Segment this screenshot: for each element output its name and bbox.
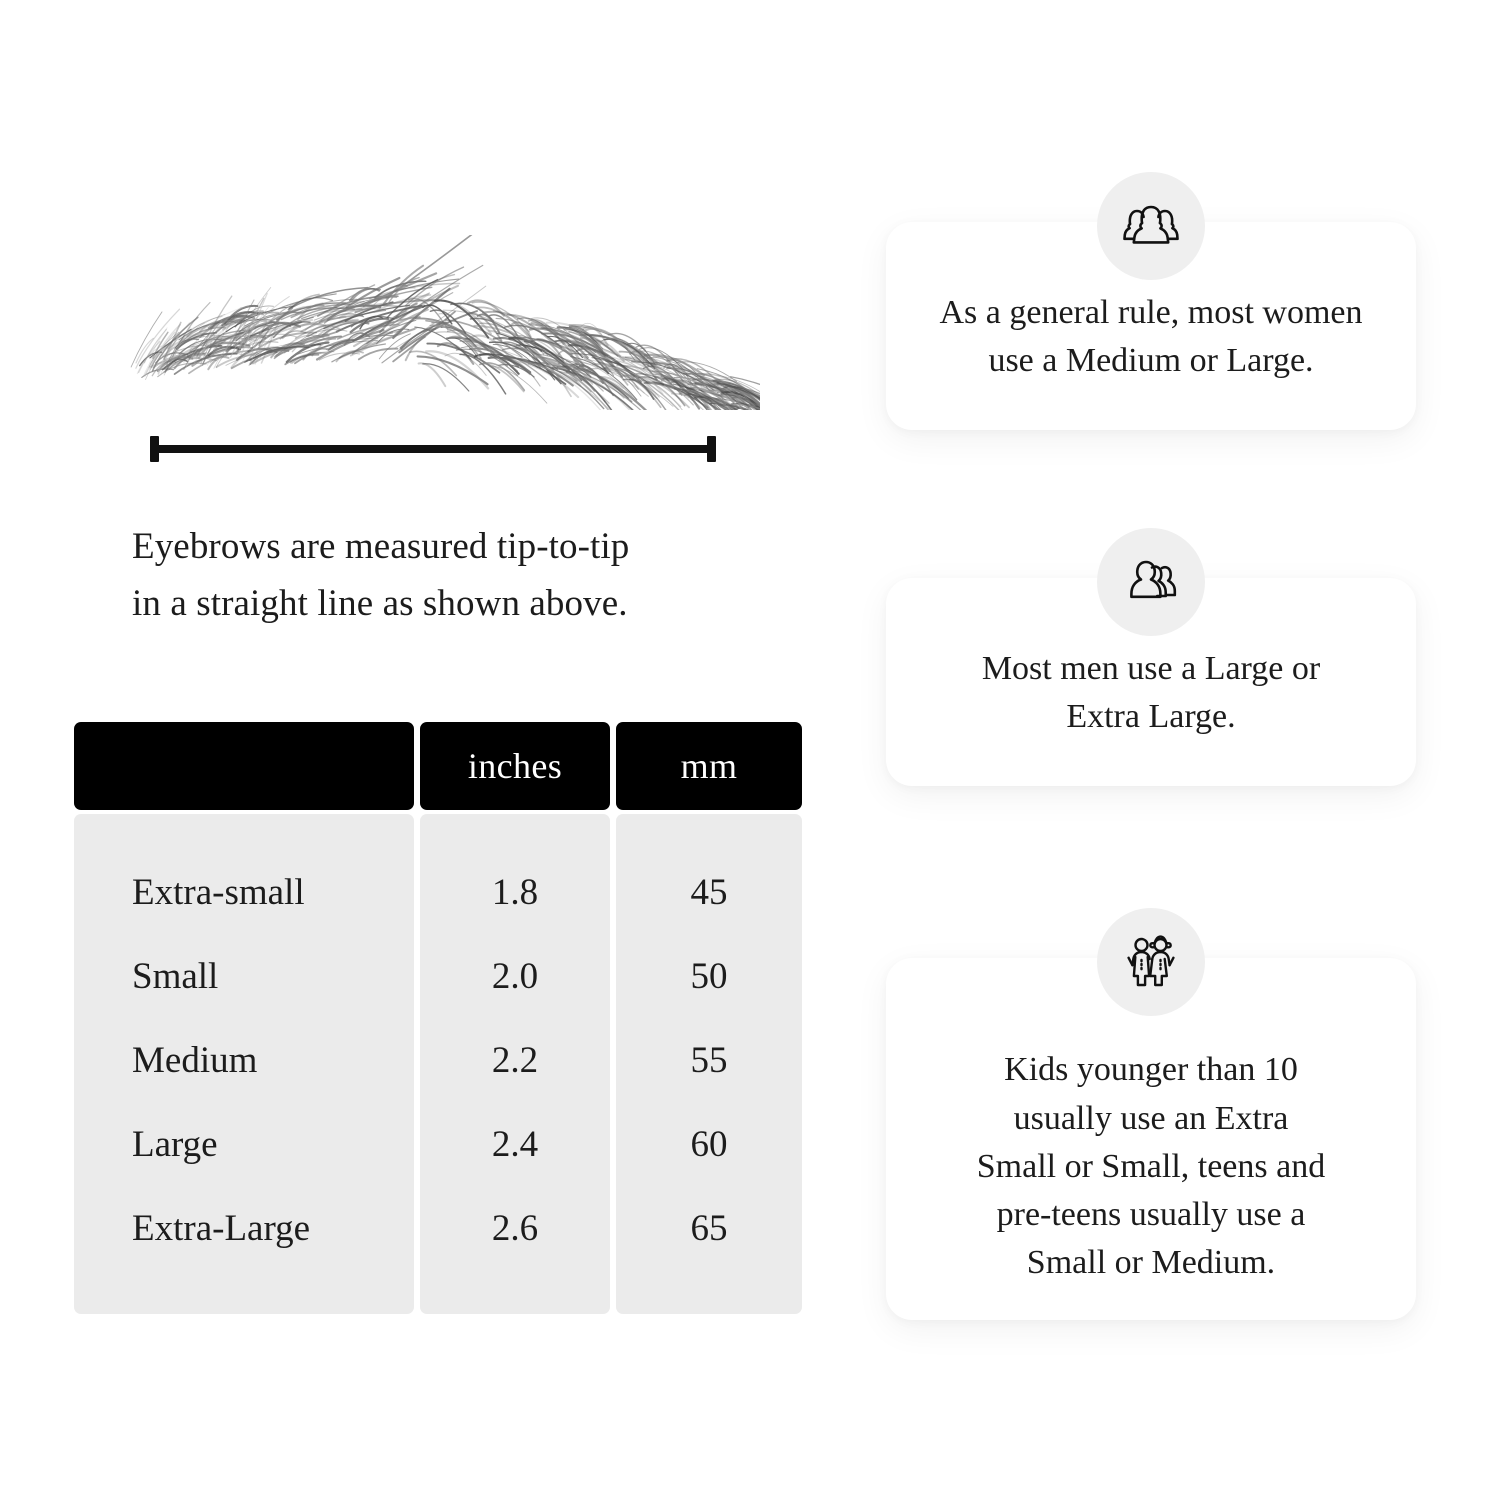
table-row: 55 — [690, 1039, 728, 1081]
size-table: Extra-small Small Medium Large Extra-Lar… — [74, 722, 802, 1314]
card-women-line-2: use a Medium or Large. — [988, 342, 1314, 379]
table-row: Extra-small — [132, 871, 305, 913]
eyebrow-illustration-icon — [120, 235, 760, 410]
table-row: Extra-Large — [132, 1207, 311, 1249]
card-kids-line-2: usually use an Extra — [1013, 1099, 1289, 1137]
table-header-size — [74, 722, 414, 810]
card-kids-line-3: Small or Small, teens and — [976, 1147, 1326, 1185]
caption-line-1: Eyebrows are measured tip-to-tip — [132, 526, 630, 567]
table-column-mm: mm 45 50 55 60 65 — [616, 722, 802, 1314]
table-header-mm: mm — [616, 722, 802, 810]
info-card-men-text: Most men use a Large or Extra Large. — [948, 623, 1354, 742]
table-header-inches: inches — [420, 722, 610, 810]
table-row: 2.4 — [491, 1123, 539, 1165]
info-card-kids-text: Kids younger than 10 usually use an Extr… — [943, 990, 1359, 1287]
caption-line-2: in a straight line as shown above. — [132, 583, 628, 625]
table-row: 45 — [690, 871, 728, 913]
recommendation-column: As a general rule, most women use a Medi… — [820, 0, 1500, 1500]
card-men-line-2: Extra Large. — [1066, 698, 1236, 735]
card-women-line-1: As a general rule, most women — [939, 293, 1363, 331]
table-row: Medium — [132, 1039, 258, 1081]
measurement-column: Eyebrows are measured tip-to-tip in a st… — [74, 235, 802, 1314]
table-column-inches: inches 1.8 2.0 2.2 2.4 2.6 — [420, 722, 610, 1314]
card-kids-line-4: pre-teens usually use a — [996, 1196, 1306, 1234]
card-kids-line-5: Small or Medium. — [1026, 1244, 1276, 1282]
kids-icon — [1097, 908, 1205, 1016]
card-kids-line-1: Kids younger than 10 — [1004, 1051, 1298, 1089]
measurement-caption: Eyebrows are measured tip-to-tip in a st… — [132, 518, 752, 633]
table-row: 60 — [690, 1123, 728, 1165]
table-row: 50 — [690, 955, 728, 997]
table-row: 2.0 — [491, 955, 539, 997]
info-card-women-text: As a general rule, most women use a Medi… — [906, 267, 1397, 386]
table-row: Large — [132, 1123, 218, 1165]
info-card-kids: Kids younger than 10 usually use an Extr… — [886, 958, 1416, 1320]
card-men-line-1: Most men use a Large or — [981, 649, 1321, 687]
table-row: 2.6 — [491, 1207, 539, 1249]
table-row: 65 — [690, 1207, 728, 1249]
table-row: Small — [132, 955, 219, 997]
women-group-icon — [1097, 172, 1205, 280]
table-row: 1.8 — [491, 871, 539, 913]
table-row: 2.2 — [491, 1039, 539, 1081]
table-column-size: Extra-small Small Medium Large Extra-Lar… — [74, 722, 414, 1314]
measurement-bar-icon — [150, 433, 716, 465]
men-group-icon — [1097, 528, 1205, 636]
